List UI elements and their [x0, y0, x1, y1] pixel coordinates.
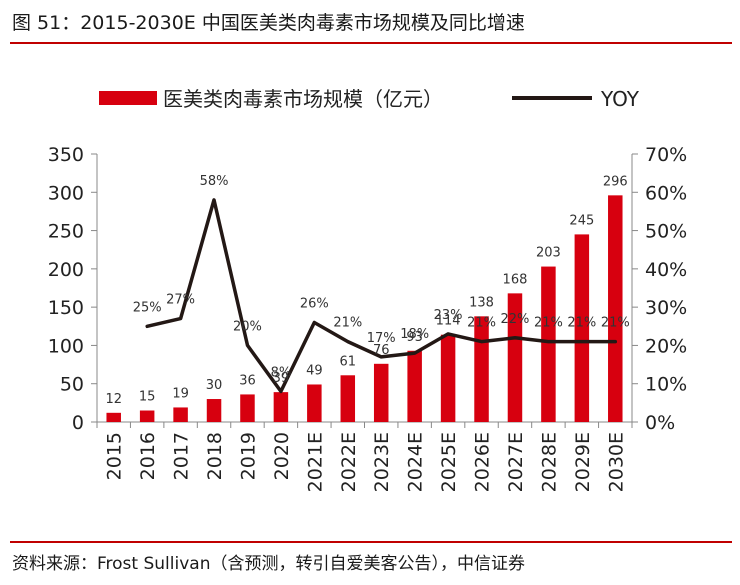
right-axis-tick-label: 10%: [645, 374, 687, 396]
bar-value-label: 39: [273, 371, 290, 386]
left-axis-tick-label: 250: [48, 221, 84, 243]
left-axis-tick-label: 150: [48, 297, 84, 319]
bar-value-label: 138: [469, 295, 494, 310]
title-rule: [10, 42, 732, 44]
right-axis-tick-label: 50%: [645, 221, 687, 243]
bar-value-label: 296: [603, 174, 628, 189]
yoy-value-label: 18%: [400, 327, 429, 342]
source-rule: [10, 541, 732, 543]
right-axis-tick-label: 60%: [645, 182, 687, 204]
left-axis-tick-label: 350: [48, 144, 84, 166]
right-axis-tick-label: 40%: [645, 259, 687, 281]
bar-value-label: 203: [536, 246, 561, 261]
bar-value-label: 30: [206, 378, 223, 393]
x-axis-tick-label: 2023E: [371, 432, 393, 492]
bar: [541, 266, 556, 422]
yoy-value-label: 21%: [333, 316, 362, 331]
right-axis-tick-label: 70%: [645, 144, 687, 166]
yoy-value-label: 21%: [467, 316, 496, 331]
bar: [407, 350, 422, 422]
bar: [373, 363, 389, 422]
yoy-value-label: 25%: [133, 300, 162, 315]
left-axis-tick-label: 50: [60, 374, 84, 396]
left-axis-tick-label: 100: [48, 335, 84, 357]
x-axis-tick-label: 2029E: [572, 432, 594, 492]
yoy-line: [145, 198, 618, 394]
bar-value-label: 61: [340, 354, 357, 369]
bar: [173, 407, 188, 422]
yoy-value-label: 58%: [200, 174, 229, 189]
combo-chart: 医美类肉毒素市场规模（亿元） YOY 0501001502002503003500…: [48, 87, 688, 492]
bar: [440, 334, 456, 422]
x-axis-tick-label: 2018: [204, 432, 226, 480]
bar-series: [106, 195, 623, 422]
bar: [139, 410, 155, 422]
bar: [307, 384, 322, 422]
data-labels: 12 15 19 30 36 39 49 61 76 93 114 138 168 203 245 296 25…: [105, 174, 629, 407]
figure-source: 资料来源：Frost Sullivan（含预测，转引自爱美客公告），中信证券: [12, 554, 525, 574]
bar-value-label: 36: [239, 373, 256, 388]
x-axis-tick-label: 2027E: [505, 432, 527, 492]
x-axis-tick-label: 2028E: [538, 432, 560, 492]
bar-value-label: 19: [172, 386, 189, 401]
x-axis-tick-label: 2020: [271, 432, 293, 480]
figure-title: 图 51：2015-2030E 中国医美类肉毒素市场规模及同比增速: [12, 12, 525, 34]
x-axis-tick-label: 2025E: [438, 432, 460, 492]
bar: [507, 293, 523, 422]
bar: [106, 412, 121, 422]
left-axis-tick-label: 0: [72, 412, 84, 434]
yoy-value-label: 26%: [300, 296, 329, 311]
bar-value-label: 76: [373, 343, 390, 358]
bar: [608, 195, 623, 422]
yoy-value-label: 21%: [567, 316, 596, 331]
bar: [340, 375, 356, 422]
x-axis-tick-label: 2019: [237, 432, 259, 480]
bar: [240, 394, 255, 422]
left-axis-tick-label: 200: [48, 259, 84, 281]
right-axis-tick-label: 20%: [645, 335, 687, 357]
bar: [574, 234, 590, 422]
x-axis-tick-label: 2016: [137, 432, 159, 480]
bar-value-label: 93: [406, 330, 423, 345]
bar-value-label: 49: [306, 363, 323, 378]
legend-bar-swatch: [99, 91, 157, 105]
yoy-value-label: 23%: [434, 308, 463, 323]
bar-value-label: 168: [503, 272, 528, 287]
bar-value-label: 114: [436, 314, 461, 329]
bar: [474, 316, 489, 422]
yoy-value-label: 20%: [233, 319, 262, 334]
yoy-value-label: 21%: [534, 316, 563, 331]
legend-bar-label: 医美类肉毒素市场规模（亿元）: [163, 87, 443, 111]
left-axis-tick-label: 300: [48, 182, 84, 204]
chart-legend: 医美类肉毒素市场规模（亿元） YOY: [99, 87, 640, 111]
x-axis-tick-label: 2015: [104, 432, 126, 480]
yoy-value-label: 8%: [271, 365, 292, 380]
yoy-line-series: [145, 198, 618, 394]
bar: [273, 392, 289, 422]
right-axis-tick-label: 0%: [645, 412, 675, 434]
legend-line-label: YOY: [600, 87, 640, 111]
x-axis-tick-label: 2026E: [472, 432, 494, 492]
yoy-value-label: 22%: [501, 312, 530, 327]
bar: [206, 399, 222, 422]
bar-value-label: 245: [569, 213, 594, 228]
x-axis-tick-label: 2017: [171, 432, 193, 480]
yoy-value-label: 27%: [166, 293, 195, 308]
x-axis-tick-label: 2024E: [405, 432, 427, 492]
bar-value-label: 15: [139, 390, 156, 405]
right-axis-tick-label: 30%: [645, 297, 687, 319]
yoy-value-label: 17%: [367, 331, 396, 346]
chart-axes: 0 50 100 150 200 250 300 350 0% 10% 20% 30% 40% 50% 60…: [48, 144, 688, 492]
x-axis-tick-label: 2021E: [304, 432, 326, 492]
bar-value-label: 12: [105, 392, 122, 407]
x-axis-tick-label: 2030E: [605, 432, 627, 492]
yoy-value-label: 21%: [601, 316, 630, 331]
x-axis-tick-label: 2022E: [338, 432, 360, 492]
